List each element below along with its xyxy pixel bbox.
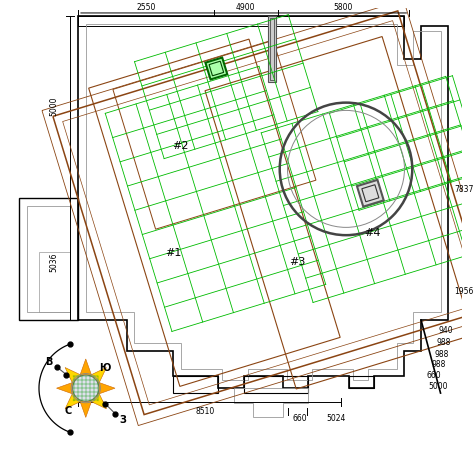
Text: С: С	[64, 405, 72, 415]
Text: 5024: 5024	[327, 413, 346, 422]
Polygon shape	[86, 383, 115, 394]
Text: З: З	[119, 414, 126, 424]
Polygon shape	[65, 388, 86, 409]
Text: 8510: 8510	[195, 406, 214, 415]
Text: 5800: 5800	[333, 3, 353, 12]
Text: 988: 988	[435, 349, 449, 358]
Text: 660: 660	[293, 413, 308, 422]
Text: 2550: 2550	[137, 3, 156, 12]
Polygon shape	[357, 180, 384, 207]
Text: #3: #3	[289, 257, 305, 267]
Polygon shape	[80, 359, 91, 388]
Polygon shape	[86, 388, 107, 409]
Circle shape	[73, 375, 99, 401]
Polygon shape	[80, 388, 91, 418]
Text: 5036: 5036	[49, 252, 58, 272]
Text: 4900: 4900	[236, 3, 255, 12]
Text: 988: 988	[432, 359, 446, 368]
Text: #4: #4	[364, 228, 381, 238]
Text: 1956: 1956	[454, 286, 474, 295]
Text: 940: 940	[438, 326, 453, 335]
Bar	[270, 19, 274, 81]
Text: В: В	[45, 356, 53, 366]
Ellipse shape	[71, 382, 93, 402]
Text: #2: #2	[172, 140, 189, 150]
Polygon shape	[86, 368, 107, 388]
Bar	[268, 17, 276, 83]
Text: 988: 988	[437, 337, 451, 346]
Text: #1: #1	[165, 247, 182, 257]
Polygon shape	[205, 59, 228, 80]
Polygon shape	[56, 383, 86, 394]
Polygon shape	[65, 368, 86, 388]
Text: 7837: 7837	[454, 184, 474, 193]
Text: Ю: Ю	[100, 362, 111, 372]
Text: 5000: 5000	[429, 381, 448, 390]
Text: 5000: 5000	[49, 97, 58, 116]
Text: 660: 660	[427, 370, 441, 379]
